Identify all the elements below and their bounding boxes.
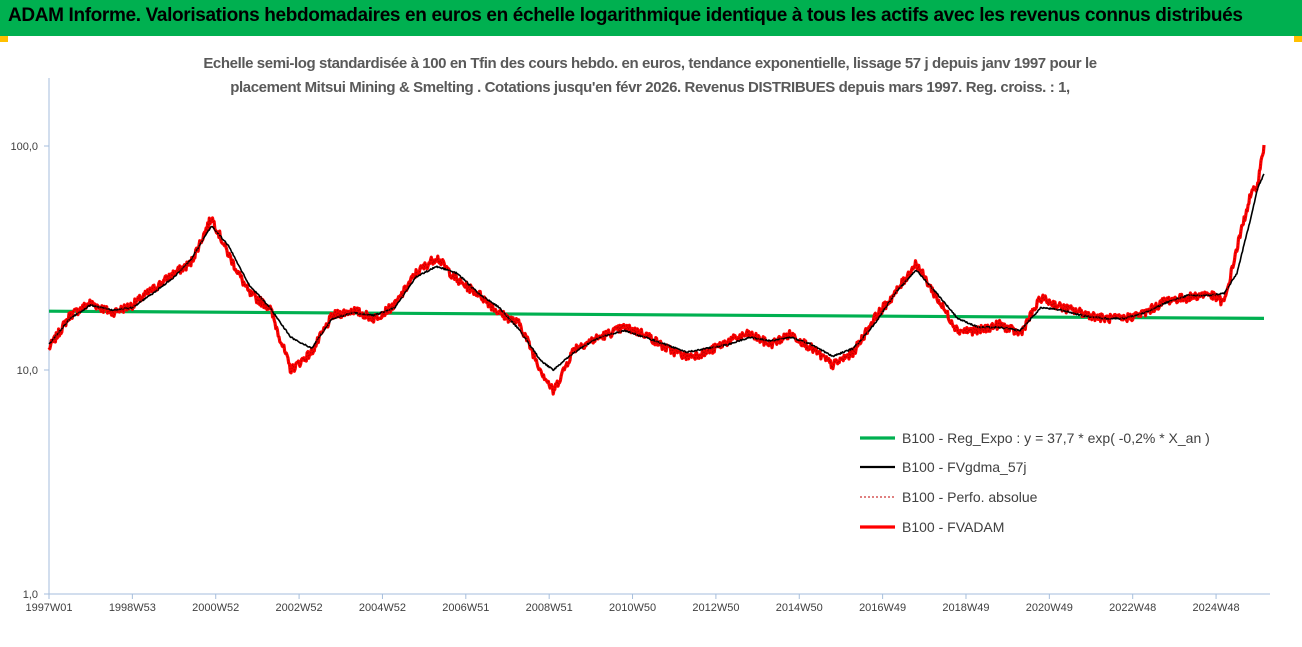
x-tick-label: 2020W49 (1026, 602, 1073, 614)
series-line-3 (48, 144, 1265, 395)
legend-label-2: B100 - FVgdma_57j (902, 459, 1027, 475)
chart-area: Echelle semi-log standardisée à 100 en T… (0, 36, 1302, 647)
y-tick-label: 1,0 (23, 589, 38, 601)
chart-main-title: ADAM Informe. Valorisations hebdomadaire… (8, 5, 1243, 26)
corner-mark-right (1294, 36, 1302, 42)
x-tick-label: 2012W50 (692, 602, 739, 614)
series-line-1 (48, 309, 1265, 320)
x-tick-label: 2006W51 (442, 602, 489, 614)
x-tick-label: 2016W49 (859, 602, 906, 614)
x-tick-label: 2000W52 (192, 602, 239, 614)
x-tick-label: 2014W50 (776, 602, 823, 614)
x-tick-label: 2018W49 (942, 602, 989, 614)
x-tick-label: 2010W50 (609, 602, 656, 614)
series-line-4 (47, 144, 1266, 396)
x-tick-label: 2008W51 (526, 602, 573, 614)
series-line-2 (48, 173, 1265, 372)
x-tick-label: 2024W48 (1193, 602, 1240, 614)
title-bar: ADAM Informe. Valorisations hebdomadaire… (0, 0, 1302, 36)
legend-label-3: B100 - Perfo. absolue (902, 489, 1038, 505)
corner-mark-left (0, 36, 8, 42)
chart-subtitle-line-1: Echelle semi-log standardisée à 100 en T… (203, 55, 1097, 72)
x-tick-label: 1997W01 (25, 602, 72, 614)
x-tick-label: 1998W53 (109, 602, 156, 614)
x-tick-label: 2004W52 (359, 602, 406, 614)
chart-subtitle-line-2: placement Mitsui Mining & Smelting . Cot… (230, 79, 1070, 96)
legend-label-1: B100 - Reg_Expo : y = 37,7 * exp( -0,2% … (902, 430, 1210, 446)
legend-label-4: B100 - FVADAM (902, 519, 1004, 535)
y-tick-label: 10,0 (17, 365, 38, 377)
y-tick-label: 100,0 (10, 141, 38, 153)
x-tick-label: 2022W48 (1109, 602, 1156, 614)
x-tick-label: 2002W52 (276, 602, 323, 614)
